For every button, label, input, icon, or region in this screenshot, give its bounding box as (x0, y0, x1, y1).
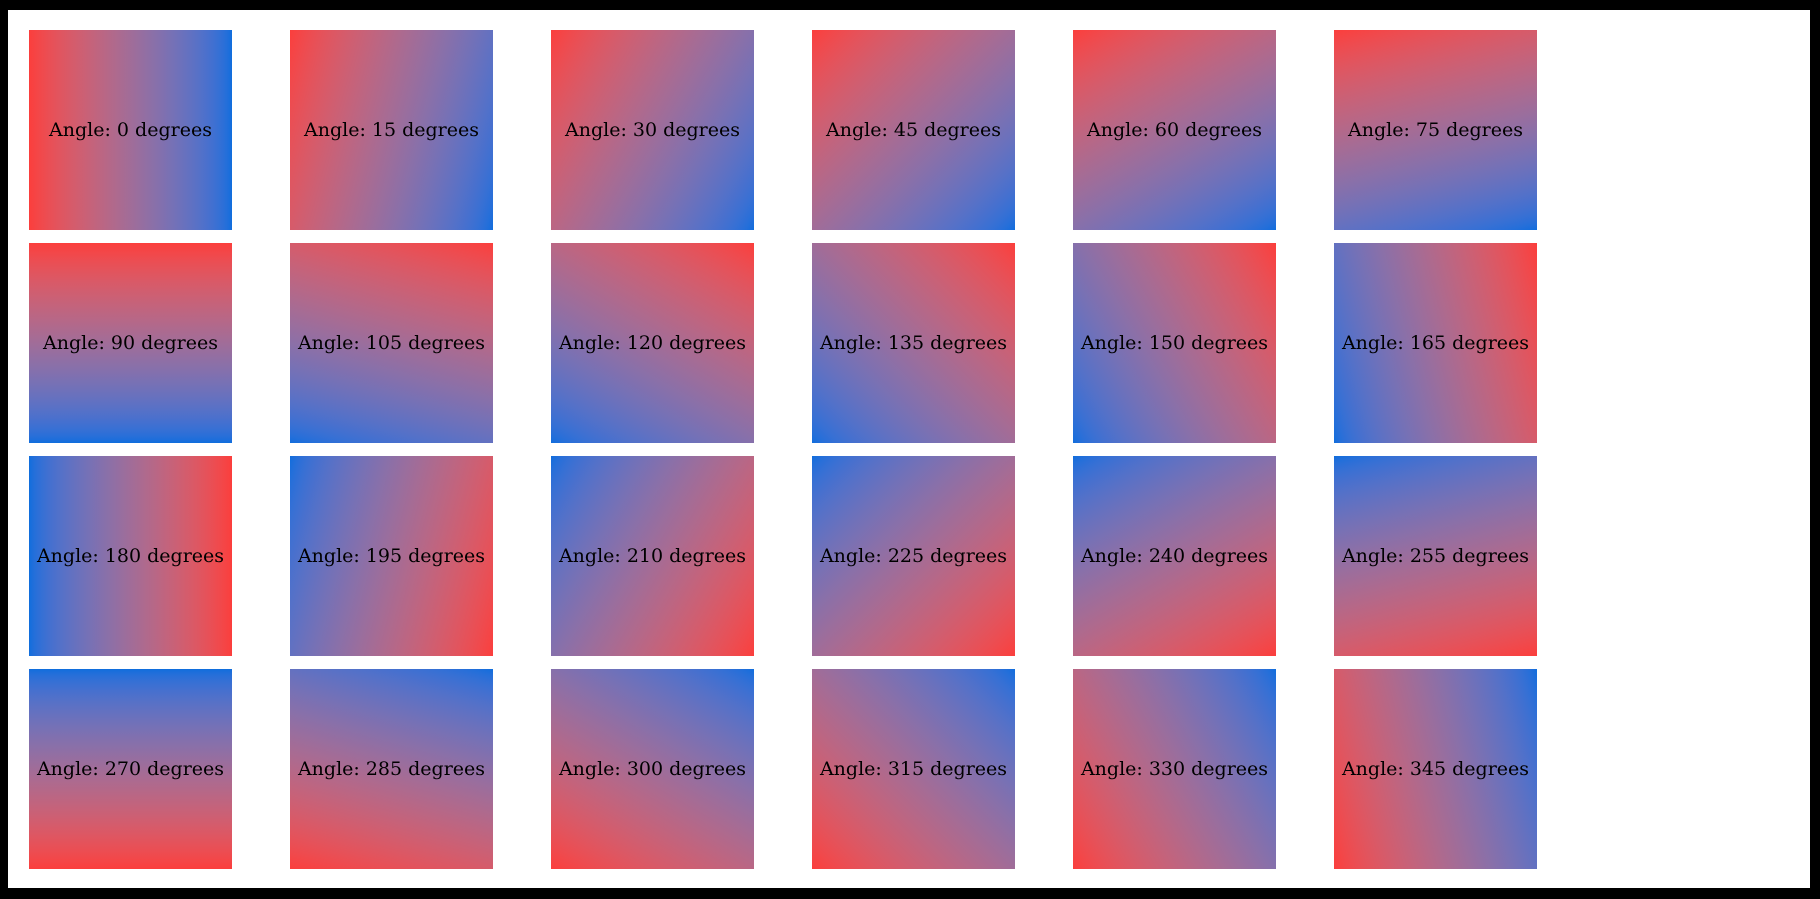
gradient-tile-75deg: Angle: 75 degrees (1334, 30, 1537, 230)
gradient-tile-30deg: Angle: 30 degrees (551, 30, 754, 230)
tile-angle-label: Angle: 15 degrees (304, 118, 479, 141)
gradient-tile-150deg: Angle: 150 degrees (1073, 243, 1276, 443)
tile-angle-label: Angle: 210 degrees (558, 544, 747, 567)
tile-angle-label: Angle: 240 degrees (1080, 544, 1269, 567)
gradient-tile-210deg: Angle: 210 degrees (551, 456, 754, 656)
tile-angle-label: Angle: 225 degrees (819, 544, 1008, 567)
gradient-tile-15deg: Angle: 15 degrees (290, 30, 493, 230)
gradient-tile-300deg: Angle: 300 degrees (551, 669, 754, 869)
gradient-tile-255deg: Angle: 255 degrees (1334, 456, 1537, 656)
tile-angle-label: Angle: 180 degrees (36, 544, 225, 567)
tile-angle-label: Angle: 90 degrees (43, 331, 218, 354)
gradient-tile-165deg: Angle: 165 degrees (1334, 243, 1537, 443)
gradient-tile-345deg: Angle: 345 degrees (1334, 669, 1537, 869)
tile-angle-label: Angle: 45 degrees (826, 118, 1001, 141)
tile-angle-label: Angle: 285 degrees (297, 757, 486, 780)
gradient-tile-315deg: Angle: 315 degrees (812, 669, 1015, 869)
tile-angle-label: Angle: 300 degrees (558, 757, 747, 780)
gradient-tile-330deg: Angle: 330 degrees (1073, 669, 1276, 869)
tile-angle-label: Angle: 30 degrees (565, 118, 740, 141)
gradient-tile-120deg: Angle: 120 degrees (551, 243, 754, 443)
gradient-tile-105deg: Angle: 105 degrees (290, 243, 493, 443)
tile-angle-label: Angle: 60 degrees (1087, 118, 1262, 141)
tile-angle-label: Angle: 255 degrees (1341, 544, 1530, 567)
tile-angle-label: Angle: 0 degrees (49, 118, 212, 141)
gradient-tile-270deg: Angle: 270 degrees (29, 669, 232, 869)
gradient-tile-135deg: Angle: 135 degrees (812, 243, 1015, 443)
gradient-grid: Angle: 0 degrees Angle: 15 degrees Angle: … (29, 30, 1537, 869)
tile-angle-label: Angle: 315 degrees (819, 757, 1008, 780)
gradient-tile-240deg: Angle: 240 degrees (1073, 456, 1276, 656)
gradient-tile-0deg: Angle: 0 degrees (29, 30, 232, 230)
tile-angle-label: Angle: 345 degrees (1341, 757, 1530, 780)
gradient-tile-180deg: Angle: 180 degrees (29, 456, 232, 656)
gradient-tile-285deg: Angle: 285 degrees (290, 669, 493, 869)
tile-angle-label: Angle: 165 degrees (1341, 331, 1530, 354)
tile-angle-label: Angle: 195 degrees (297, 544, 486, 567)
gradient-tile-195deg: Angle: 195 degrees (290, 456, 493, 656)
gradient-tile-90deg: Angle: 90 degrees (29, 243, 232, 443)
tile-angle-label: Angle: 330 degrees (1080, 757, 1269, 780)
tile-angle-label: Angle: 150 degrees (1080, 331, 1269, 354)
tile-angle-label: Angle: 105 degrees (297, 331, 486, 354)
gradient-tile-45deg: Angle: 45 degrees (812, 30, 1015, 230)
tile-angle-label: Angle: 135 degrees (819, 331, 1008, 354)
gradient-tile-225deg: Angle: 225 degrees (812, 456, 1015, 656)
gradient-tile-60deg: Angle: 60 degrees (1073, 30, 1276, 230)
tile-angle-label: Angle: 120 degrees (558, 331, 747, 354)
tile-angle-label: Angle: 270 degrees (36, 757, 225, 780)
tile-angle-label: Angle: 75 degrees (1348, 118, 1523, 141)
